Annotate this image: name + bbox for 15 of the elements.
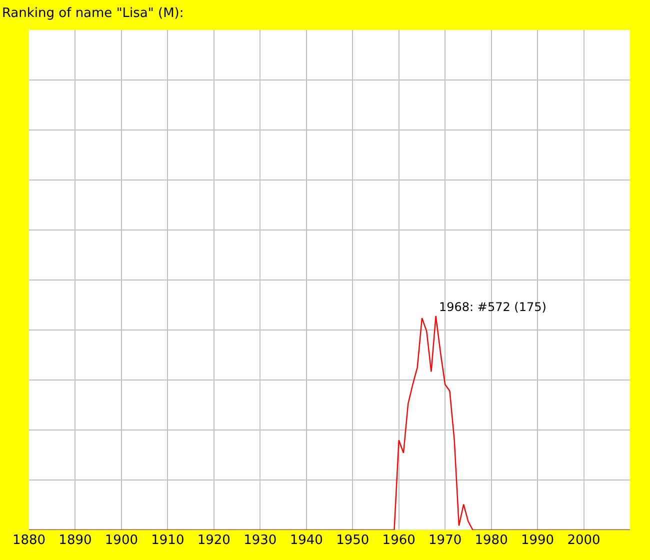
x-tick-label: 1960	[382, 533, 416, 548]
x-tick-label: 1930	[244, 533, 277, 548]
x-tick-label: 1920	[197, 533, 230, 548]
annotation: 1968: #572 (175)	[439, 300, 546, 314]
chart-title: Ranking of name "Lisa" (M):	[2, 6, 184, 22]
x-tick-label: 1990	[520, 533, 554, 548]
x-tick-label: 1890	[58, 533, 92, 548]
x-tick-label: 1980	[474, 533, 508, 548]
x-tick-label: 2000	[567, 533, 600, 548]
x-tick-label: 1900	[104, 533, 138, 548]
x-tick-label: 1950	[336, 533, 370, 548]
x-tick-label: 1940	[290, 533, 323, 548]
x-tick-label: 1910	[151, 533, 184, 548]
x-tick-label: 1880	[12, 533, 46, 548]
x-tick-label: 1970	[428, 533, 462, 548]
